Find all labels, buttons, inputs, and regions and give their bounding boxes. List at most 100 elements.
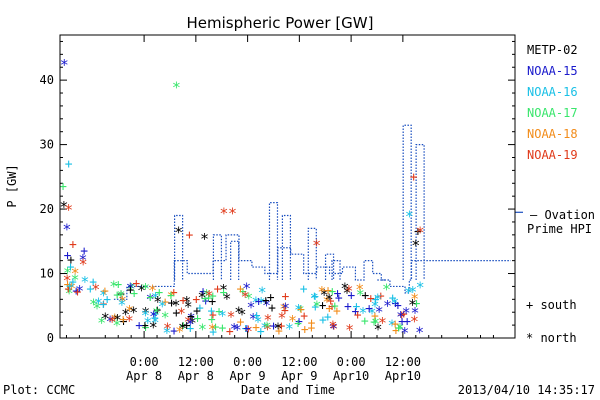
south-point: + — [72, 284, 80, 299]
north-point: * — [296, 302, 305, 320]
ovation-legend-label-2: Prime HPI — [527, 222, 592, 236]
y-tick-label: 40 — [40, 73, 54, 87]
north-point: * — [117, 296, 126, 314]
north-point: * — [279, 300, 288, 318]
south-point: + — [132, 277, 140, 292]
north-point: * — [208, 320, 217, 338]
north-point: * — [78, 251, 87, 269]
south-point: + — [208, 312, 216, 327]
north-point: * — [395, 320, 404, 338]
y-tick-label: 30 — [40, 138, 54, 152]
north-point: * — [101, 310, 110, 328]
legend-entry-metp-02: METP-02 — [527, 43, 578, 57]
legend-entry-noaa-15: NOAA-15 — [527, 64, 578, 78]
north-point: * — [345, 321, 354, 339]
north-point: * — [151, 313, 160, 331]
south-point: + — [170, 285, 178, 300]
south-point: + — [186, 322, 194, 337]
south-point: + — [325, 301, 333, 316]
south-point: + — [347, 289, 355, 304]
south-point: + — [146, 290, 154, 305]
south-point: + — [101, 284, 109, 299]
north-point: * — [262, 297, 271, 315]
south-point: + — [331, 299, 339, 314]
north-point: * — [244, 323, 253, 341]
x-tick-label: 12:00 — [385, 355, 421, 369]
south-point: + — [183, 319, 191, 334]
north-point: * — [383, 297, 392, 315]
south-point: + — [389, 291, 397, 306]
south-point: + — [86, 282, 94, 297]
north-point: * — [137, 282, 146, 300]
south-point: + — [187, 310, 195, 325]
north-point: * — [329, 320, 338, 338]
x-tick-label: 12:00 — [178, 355, 214, 369]
y-tick-label: 10 — [40, 267, 54, 281]
north-point: * — [317, 283, 326, 301]
south-point: + — [392, 296, 400, 311]
north-point: * — [91, 280, 100, 298]
north-point: * — [410, 290, 419, 308]
south-point: + — [151, 311, 159, 326]
north-point: * — [141, 307, 150, 325]
north-point: * — [121, 305, 130, 323]
north-point: * — [125, 312, 134, 330]
north-point: * — [178, 320, 187, 338]
north-point: * — [358, 304, 367, 322]
south-point: + — [413, 297, 421, 312]
north-point: * — [416, 224, 425, 242]
north-point: * — [125, 302, 134, 320]
north-point: * — [241, 288, 250, 306]
legend-south-marker: + south — [526, 298, 577, 312]
north-point: * — [356, 286, 365, 304]
south-point: + — [372, 292, 380, 307]
south-point: + — [99, 298, 107, 313]
legend-entry-noaa-17: NOAA-17 — [527, 106, 578, 120]
south-point: + — [192, 293, 200, 308]
south-point: + — [194, 312, 202, 327]
north-point: * — [184, 313, 193, 331]
x-tick-label: 0:00 — [233, 355, 262, 369]
north-point: * — [263, 319, 272, 337]
south-point: + — [66, 279, 74, 294]
north-point: * — [408, 296, 417, 314]
north-point: * — [172, 296, 181, 314]
south-point: + — [141, 318, 149, 333]
north-point: * — [202, 286, 211, 304]
x-tick-date-label: Apr10 — [385, 369, 421, 383]
chart-title: Hemispheric Power [GW] — [187, 14, 374, 32]
north-point: * — [149, 319, 158, 337]
south-point: + — [201, 291, 209, 306]
north-point: * — [312, 237, 321, 255]
legend-entry-noaa-16: NOAA-16 — [527, 85, 578, 99]
north-point: * — [153, 293, 162, 311]
south-point: + — [220, 285, 228, 300]
north-point: * — [162, 324, 171, 342]
south-point: + — [239, 284, 247, 299]
north-point: * — [411, 237, 420, 255]
north-point: * — [226, 308, 235, 326]
north-point: * — [184, 298, 193, 316]
y-axis-label: P [GW] — [5, 164, 19, 207]
north-point: * — [355, 281, 364, 299]
south-point: + — [113, 288, 121, 303]
south-point: + — [403, 315, 411, 330]
north-point: * — [62, 220, 71, 238]
south-point: + — [297, 303, 305, 318]
north-point: * — [238, 305, 247, 323]
south-point: + — [252, 321, 260, 336]
south-point: + — [262, 293, 270, 308]
south-point: + — [226, 324, 234, 339]
south-point: + — [243, 322, 251, 337]
south-point: + — [361, 314, 369, 329]
ovation-hpi-spike — [324, 253, 335, 280]
south-point: + — [400, 307, 408, 322]
north-point: * — [80, 273, 89, 291]
legend-north-marker: * north — [526, 331, 577, 345]
south-point: + — [142, 321, 150, 336]
south-point: + — [324, 284, 332, 299]
legend-entry-noaa-19: NOAA-19 — [527, 148, 578, 162]
north-point: * — [97, 314, 106, 332]
north-point: * — [322, 293, 331, 311]
